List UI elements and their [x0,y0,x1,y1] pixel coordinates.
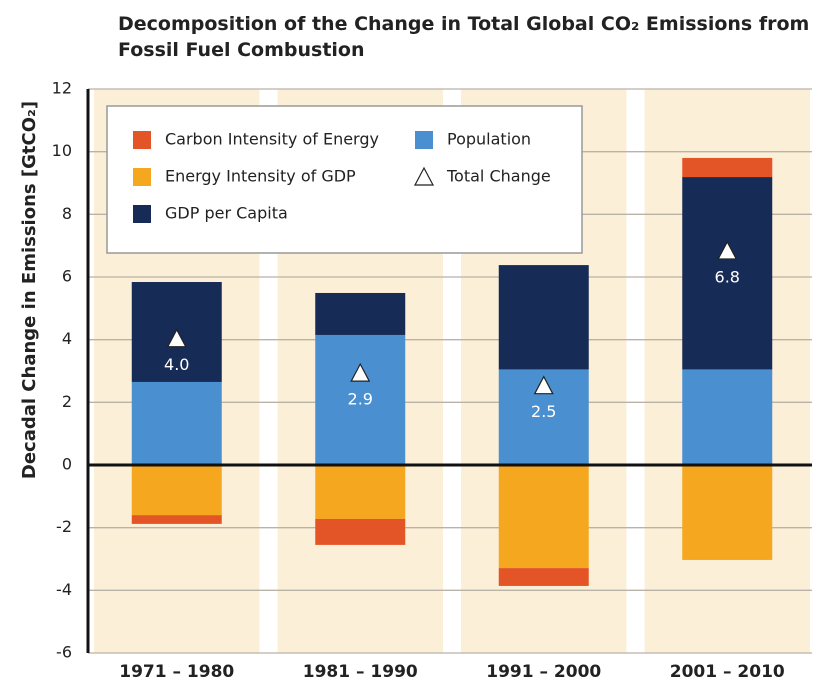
bar-segment [498,568,589,586]
y-tick-label: -6 [56,643,72,662]
legend-swatch [133,131,151,149]
x-tick-label: 1981 – 1990 [303,662,418,682]
legend-swatch [133,168,151,186]
bar-segment [498,265,589,370]
chart-title: Decomposition of the Change in Total Glo… [118,13,809,61]
y-tick-label: 10 [52,141,72,160]
bar-segment [682,157,773,178]
bar-segment [315,518,406,545]
bar-segment [131,381,222,465]
y-axis-title: Decadal Change in Emissions [GtCO₂] [19,101,40,479]
y-tick-label: 12 [52,79,72,98]
total-marker [350,362,371,382]
legend-label: GDP per Capita [165,204,288,223]
value-label: 2.9 [348,390,373,409]
total-marker [533,375,554,395]
legend-label: Population [447,130,531,149]
y-tick-label: 6 [62,267,72,286]
y-tick-label: -4 [56,580,72,599]
legend-label: Carbon Intensity of Energy [165,130,379,149]
x-tick-label: 1971 – 1980 [119,662,234,682]
total-marker [166,328,187,348]
value-label: 4.0 [164,355,189,374]
legend-box [106,105,583,254]
value-label: 2.5 [531,402,556,421]
y-tick-label: 0 [62,455,72,474]
x-tick-label: 2001 – 2010 [670,662,785,682]
bar-segment [131,465,222,516]
total-marker [717,240,738,260]
value-label: 6.8 [715,267,740,286]
y-tick-label: -2 [56,517,72,536]
legend-label: Energy Intensity of GDP [165,167,356,186]
y-tick-label: 4 [62,329,72,348]
bar-segment [682,465,773,560]
bar-segment [315,292,406,335]
bar-segment [682,177,773,370]
x-tick-label: 1991 – 2000 [486,662,601,682]
legend-label: Total Change [446,167,551,186]
y-tick-label: 8 [62,204,72,223]
legend-swatch [133,205,151,223]
bar-segment [131,515,222,524]
y-tick-label: 2 [62,392,72,411]
bar-segment [315,334,406,465]
bar-segment [315,465,406,519]
bar-segment [682,369,773,465]
legend-marker [414,166,434,186]
legend-swatch [415,131,433,149]
bar-segment [498,465,589,569]
